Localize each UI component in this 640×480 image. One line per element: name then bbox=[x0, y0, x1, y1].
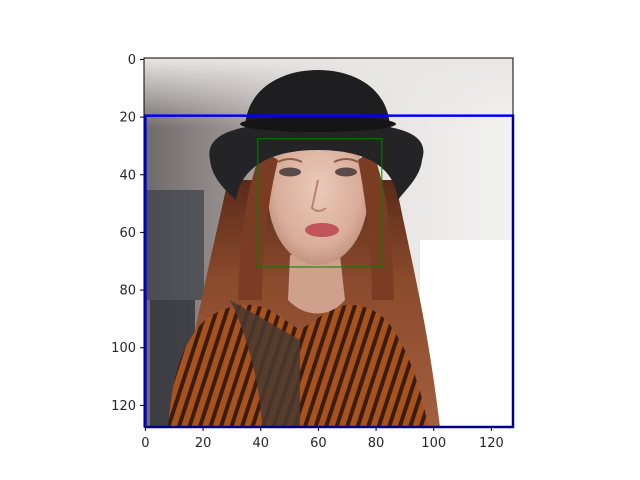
x-tick-label: 0 bbox=[141, 436, 149, 451]
x-tick-label: 100 bbox=[421, 436, 446, 451]
x-tick-label: 120 bbox=[479, 436, 504, 451]
green-bounding-box bbox=[257, 138, 383, 268]
photo-image bbox=[144, 58, 513, 427]
y-tick-label: 40 bbox=[119, 168, 136, 183]
y-tick-label: 100 bbox=[111, 341, 136, 356]
x-axis: 0 20 40 60 80 100 120 bbox=[141, 427, 504, 451]
y-tick-label: 80 bbox=[119, 284, 136, 299]
y-axis: 0 20 40 60 80 100 120 bbox=[111, 53, 144, 414]
y-tick-label: 60 bbox=[119, 226, 136, 241]
y-tick-label: 20 bbox=[119, 111, 136, 126]
y-tick-label: 120 bbox=[111, 399, 136, 414]
x-tick-label: 80 bbox=[368, 436, 385, 451]
y-tick-label: 0 bbox=[128, 53, 136, 68]
x-tick-label: 20 bbox=[195, 436, 212, 451]
x-tick-label: 60 bbox=[310, 436, 327, 451]
x-tick-label: 40 bbox=[252, 436, 269, 451]
axes-frame bbox=[143, 57, 514, 428]
